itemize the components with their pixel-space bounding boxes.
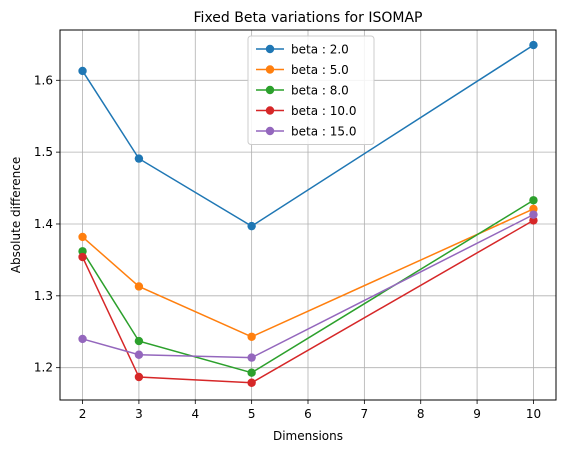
legend-marker [265,44,275,54]
data-point [134,372,144,382]
data-point [247,368,256,377]
legend-marker [265,106,275,115]
data-point [78,252,87,262]
data-point [134,154,144,163]
data-point [529,216,538,225]
series-2 [78,204,538,341]
legend-label: beta : 5.0 [291,63,349,77]
y-tick-label: 1.5 [34,145,53,159]
data-point [529,210,538,219]
y-tick-label: 1.2 [34,361,53,375]
data-point [78,247,87,256]
y-tick-label: 1.6 [34,73,53,87]
y-axis: 1.2 1.3 1.4 1.5 1.6 [34,73,60,375]
data-point [78,232,87,242]
x-tick-label: 6 [304,407,312,421]
legend-item: beta : 5.0 [256,63,349,77]
y-tick-label: 1.4 [34,217,53,231]
series-4 [78,216,538,387]
legend-label: beta : 2.0 [291,43,349,57]
x-tick-label: 9 [473,407,481,421]
data-point [529,40,538,50]
data-point [529,196,538,205]
x-tick-label: 2 [79,407,87,421]
data-point [247,332,256,341]
chart-title: Fixed Beta variations for ISOMAP [194,10,423,26]
x-tick-label: 10 [526,407,541,421]
data-point [78,334,87,344]
series-line [82,208,534,338]
x-axis-label: Dimensions [273,429,343,443]
x-tick-label: 4 [191,407,199,421]
x-tick-label: 7 [361,407,369,421]
series-1 [78,40,538,231]
legend-marker [265,126,275,136]
y-tick-label: 1.3 [34,289,53,303]
legend-item: beta : 2.0 [256,43,349,57]
data-point [247,378,256,387]
data-point [529,204,538,214]
x-tick-label: 3 [135,407,143,421]
legend-marker [265,65,275,74]
y-axis-label: Absolute difference [9,157,23,274]
series-5 [78,210,538,362]
data-point [134,350,144,359]
legend: beta : 2.0 beta : 5.0 beta : 8.0 beta : 10.… [247,35,375,145]
legend-item: beta : 8.0 [256,84,349,98]
legend-label: beta : 15.0 [291,125,356,139]
legend-marker [265,85,275,95]
data-point [247,353,256,362]
legend-item: beta : 10.0 [256,104,356,118]
data-point [78,66,87,76]
series-line [82,213,534,359]
data-point [247,221,256,231]
series-layer [78,40,538,387]
x-tick-label: 5 [248,407,256,421]
x-tick-label: 8 [417,407,425,421]
data-point [134,282,144,291]
series-line [81,44,534,228]
legend-label: beta : 10.0 [291,104,356,118]
x-axis: 2 3 4 5 6 7 8 9 10 [79,400,541,421]
legend-box [247,35,375,145]
legend-item: beta : 15.0 [256,125,356,139]
series-line [81,219,534,384]
data-point [134,336,144,346]
legend-label: beta : 8.0 [291,84,349,98]
